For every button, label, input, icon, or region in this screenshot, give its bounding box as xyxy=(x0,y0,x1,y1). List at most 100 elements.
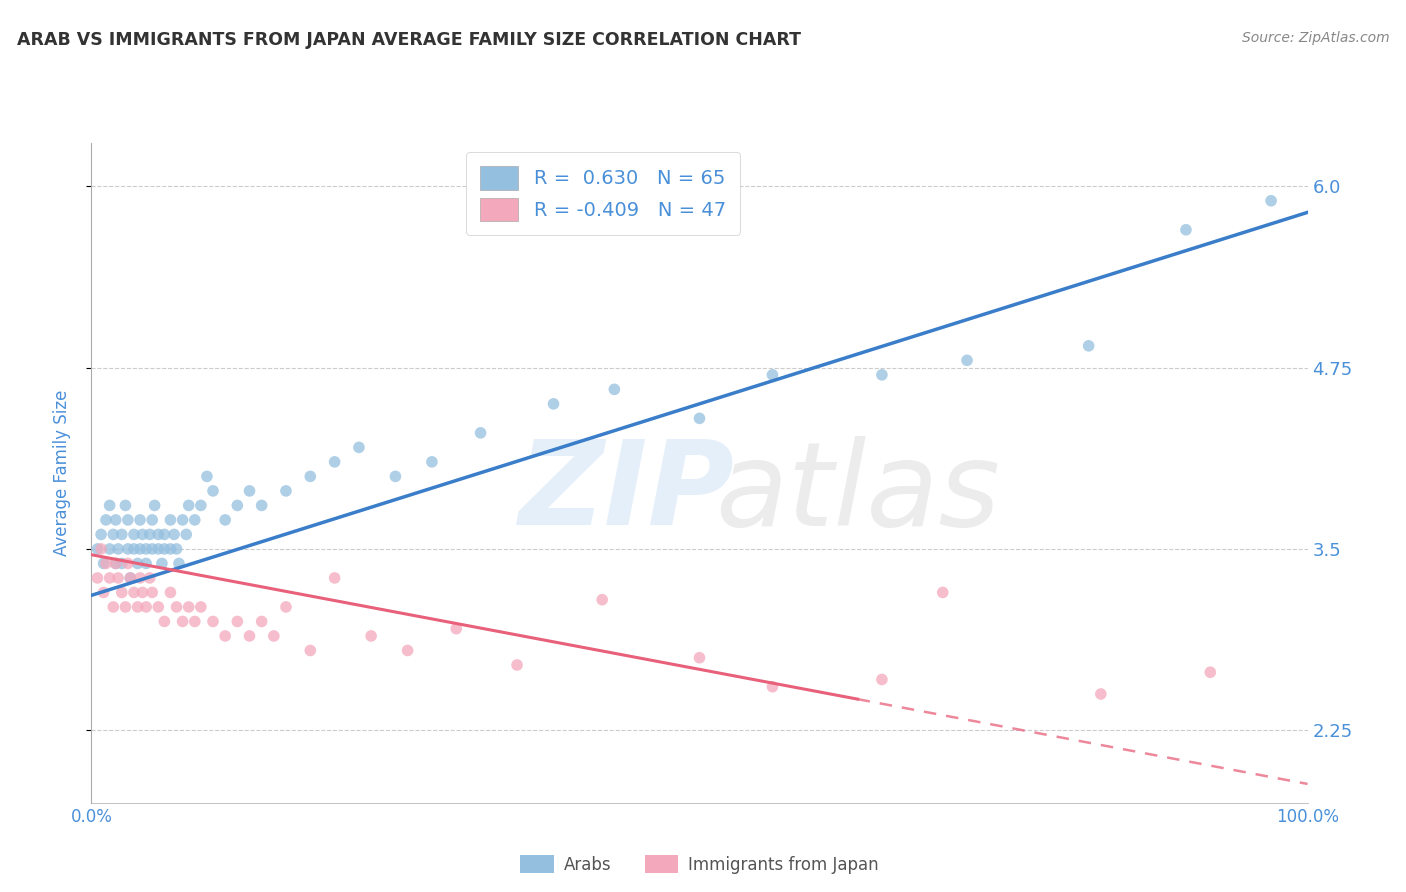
Point xyxy=(761,680,783,694)
Point xyxy=(90,541,112,556)
Point xyxy=(135,599,157,614)
Point xyxy=(506,657,529,672)
Point xyxy=(360,629,382,643)
Text: ZIP: ZIP xyxy=(519,435,734,550)
Point xyxy=(114,499,136,513)
Point xyxy=(172,513,194,527)
Point xyxy=(167,557,190,571)
Point xyxy=(139,527,162,541)
Point xyxy=(104,557,127,571)
Point xyxy=(263,629,285,643)
Point xyxy=(166,541,188,556)
Point xyxy=(184,513,207,527)
Point xyxy=(131,585,153,599)
Point xyxy=(122,527,145,541)
Point xyxy=(177,499,200,513)
Point xyxy=(93,585,115,599)
Point xyxy=(250,499,273,513)
Point xyxy=(93,557,115,571)
Point xyxy=(159,585,181,599)
Point xyxy=(143,499,166,513)
Point xyxy=(384,469,406,483)
Point xyxy=(214,513,236,527)
Point xyxy=(94,557,117,571)
Point xyxy=(120,571,142,585)
Point xyxy=(148,527,170,541)
Point xyxy=(129,513,152,527)
Point xyxy=(299,469,322,483)
Point xyxy=(111,527,134,541)
Point xyxy=(299,643,322,657)
Point xyxy=(323,455,346,469)
Point xyxy=(214,629,236,643)
Point xyxy=(1090,687,1112,701)
Point xyxy=(174,527,197,541)
Point xyxy=(444,622,467,636)
Point xyxy=(688,650,710,665)
Point xyxy=(127,557,149,571)
Point xyxy=(94,513,117,527)
Point xyxy=(163,527,186,541)
Point xyxy=(323,571,346,585)
Point xyxy=(153,541,176,556)
Point xyxy=(98,541,121,556)
Point xyxy=(139,571,162,585)
Point xyxy=(274,483,297,498)
Point xyxy=(103,527,125,541)
Point xyxy=(250,615,273,629)
Point xyxy=(1260,194,1282,208)
Point xyxy=(90,527,112,541)
Point xyxy=(238,629,260,643)
Point xyxy=(190,599,212,614)
Point xyxy=(688,411,710,425)
Point xyxy=(98,499,121,513)
Point xyxy=(172,615,194,629)
Point xyxy=(148,541,170,556)
Point xyxy=(347,441,370,455)
Text: atlas: atlas xyxy=(716,435,1000,549)
Point xyxy=(870,368,893,382)
Point xyxy=(166,599,188,614)
Point xyxy=(86,541,108,556)
Point xyxy=(159,541,181,556)
Point xyxy=(117,513,139,527)
Point xyxy=(177,599,200,614)
Point xyxy=(226,615,249,629)
Point xyxy=(761,368,783,382)
Point xyxy=(98,571,121,585)
Point xyxy=(195,469,218,483)
Point xyxy=(1199,665,1222,680)
Text: Source: ZipAtlas.com: Source: ZipAtlas.com xyxy=(1241,31,1389,45)
Point xyxy=(603,382,626,396)
Point xyxy=(129,571,152,585)
Point xyxy=(1077,339,1099,353)
Point xyxy=(396,643,419,657)
Point xyxy=(103,599,125,614)
Point xyxy=(111,557,134,571)
Point xyxy=(135,541,157,556)
Point xyxy=(153,527,176,541)
Point xyxy=(111,585,134,599)
Point xyxy=(931,585,953,599)
Point xyxy=(141,585,163,599)
Point xyxy=(141,513,163,527)
Point xyxy=(107,541,129,556)
Point xyxy=(107,571,129,585)
Point xyxy=(591,592,613,607)
Point xyxy=(104,557,127,571)
Point xyxy=(184,615,207,629)
Point xyxy=(120,571,142,585)
Point xyxy=(153,615,176,629)
Text: ARAB VS IMMIGRANTS FROM JAPAN AVERAGE FAMILY SIZE CORRELATION CHART: ARAB VS IMMIGRANTS FROM JAPAN AVERAGE FA… xyxy=(17,31,801,49)
Point xyxy=(129,541,152,556)
Point xyxy=(956,353,979,368)
Point xyxy=(131,527,153,541)
Point xyxy=(543,397,565,411)
Y-axis label: Average Family Size: Average Family Size xyxy=(52,390,70,556)
Point xyxy=(1175,223,1198,237)
Point xyxy=(135,557,157,571)
Point xyxy=(122,585,145,599)
Point xyxy=(150,557,173,571)
Point xyxy=(127,599,149,614)
Point xyxy=(190,499,212,513)
